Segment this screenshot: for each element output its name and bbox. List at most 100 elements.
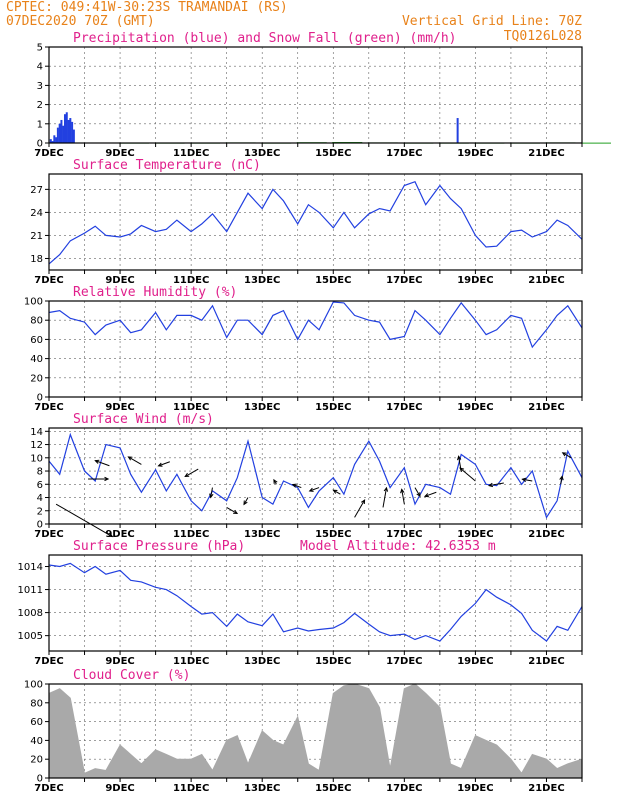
panel-title: Surface Pressure (hPa) (73, 539, 245, 554)
x-tick-label: 15DEC (315, 402, 351, 413)
x-tick-label: 21DEC (528, 402, 564, 413)
wind-arrow (210, 487, 213, 498)
wind-arrow-head (308, 487, 314, 492)
y-tick-label: 0 (37, 774, 43, 785)
panel-subtitle: Model Altitude: 42.6353 m (300, 539, 496, 554)
panel-2: 0 20 40 60 80 100 7DEC 9DEC 11DEC 13DEC 15DEC 17DEC… (24, 285, 583, 413)
x-tick-label: 11DEC (173, 402, 209, 413)
x-tick-label: 15DEC (315, 783, 351, 794)
y-tick-label: 4 (37, 493, 43, 504)
y-tick-label: 2 (37, 506, 43, 517)
y-tick-label: 6 (37, 480, 43, 491)
wind-arrow (184, 468, 199, 477)
wind-arrow-head (521, 477, 527, 483)
x-tick-label: 15DEC (315, 529, 351, 540)
series-line-2 (48, 301, 583, 349)
x-tick-label: 21DEC (528, 148, 564, 159)
x-tick-label: 7DEC (34, 656, 63, 667)
precip-bar (65, 112, 68, 143)
wind-arrow-head (94, 459, 100, 464)
x-tick-label: 13DEC (244, 656, 280, 667)
y-tick-label: 4 (37, 62, 43, 73)
panel-0: 0 1 2 3 4 5 7DEC 9DEC 11DEC 13DEC 15DEC 17DEC 19DEC 2… (34, 31, 611, 159)
x-tick-label: 11DEC (173, 656, 209, 667)
y-tick-label: 2 (37, 100, 43, 111)
y-tick-label: 14 (30, 427, 43, 438)
panel-5: 0 20 40 60 80 100 7DEC 9DEC 11DEC 13DEC 15DEC 17DEC… (24, 668, 583, 794)
x-tick-label: 13DEC (244, 783, 280, 794)
wind-arrow-head (157, 462, 163, 467)
x-tick-label: 7DEC (34, 148, 63, 159)
wind-arrow-head (559, 475, 564, 481)
panel-4: 1005 1008 1011 1014 7DEC 9DEC 11DEC 13DEC 15DEC 1… (18, 539, 583, 667)
y-tick-label: 80 (30, 698, 43, 709)
y-tick-label: 1 (37, 119, 43, 130)
x-tick-label: 17DEC (386, 656, 422, 667)
wind-arrow-head (457, 455, 462, 461)
y-tick-label: 1014 (18, 562, 43, 573)
panel-frame (48, 173, 583, 271)
precip-bar (58, 123, 61, 143)
y-tick-label: 1011 (18, 585, 43, 596)
y-tick-label: 8 (37, 467, 43, 478)
panel-frame (48, 554, 583, 652)
header-station: CPTEC: 049:41W-30:23S TRAMANDAI (RS) (6, 0, 288, 15)
y-tick-label: 80 (30, 316, 43, 327)
x-tick-label: 17DEC (386, 529, 422, 540)
panel-title: Surface Temperature (nC) (73, 158, 261, 173)
wind-arrow (158, 461, 170, 467)
x-tick-label: 19DEC (457, 402, 493, 413)
y-tick-label: 1008 (18, 608, 43, 619)
y-tick-label: 1005 (18, 631, 43, 642)
x-tick-label: 21DEC (528, 529, 564, 540)
wind-arrow (488, 482, 504, 487)
precip-bar (49, 139, 52, 143)
wind-arrow-head (127, 456, 133, 461)
snow-bar (581, 142, 611, 144)
precip-bar (72, 129, 75, 143)
wind-arrow (424, 491, 437, 497)
wind-arrow (95, 460, 110, 467)
x-tick-label: 15DEC (315, 275, 351, 286)
y-tick-label: 0 (37, 520, 43, 531)
series-line-4 (48, 562, 583, 642)
x-tick-label: 15DEC (315, 148, 351, 159)
x-tick-label: 11DEC (173, 783, 209, 794)
y-tick-label: 100 (24, 297, 43, 308)
x-tick-label: 15DEC (315, 656, 351, 667)
y-tick-label: 27 (30, 185, 43, 196)
wind-arrow (55, 503, 113, 538)
wind-arrow-head (400, 488, 405, 494)
wind-arrow (560, 476, 563, 485)
wind-arrow-head (332, 489, 338, 494)
precip-bar (51, 141, 54, 143)
y-tick-label: 40 (30, 736, 43, 747)
panel-frame (48, 427, 583, 525)
wind-arrow-head (487, 482, 494, 488)
x-tick-label: 13DEC (244, 275, 280, 286)
x-tick-label: 9DEC (105, 402, 134, 413)
precip-bar (62, 125, 65, 143)
x-tick-label: 9DEC (105, 275, 134, 286)
series-line-3 (48, 432, 583, 519)
wind-arrow-head (184, 472, 190, 478)
x-tick-label: 7DEC (34, 275, 63, 286)
panel-title: Precipitation (blue) and Snow Fall (gree… (73, 31, 457, 46)
precip-bar (53, 135, 56, 143)
y-tick-label: 100 (24, 680, 43, 691)
wind-arrow (226, 507, 238, 514)
wind-arrow (333, 489, 341, 495)
precip-bar (63, 114, 66, 143)
wind-arrow (522, 478, 533, 482)
y-tick-label: 60 (30, 335, 43, 346)
x-tick-label: 11DEC (173, 275, 209, 286)
series-line-1 (48, 180, 583, 265)
wind-arrow-head (561, 452, 567, 457)
x-tick-label: 13DEC (244, 529, 280, 540)
x-tick-label: 11DEC (173, 148, 209, 159)
x-tick-label: 21DEC (528, 275, 564, 286)
x-tick-label: 9DEC (105, 656, 134, 667)
x-tick-label: 17DEC (386, 783, 422, 794)
cloud-cover-area (48, 683, 583, 779)
